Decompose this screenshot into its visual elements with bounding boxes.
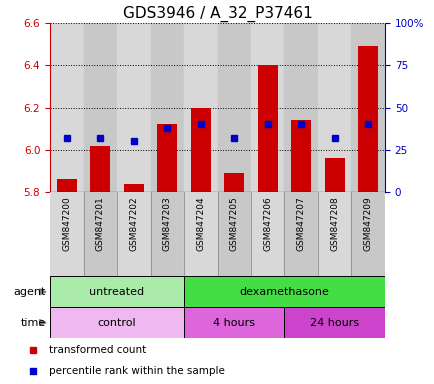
Bar	[184, 307, 284, 338]
Text: 4 hours: 4 hours	[213, 318, 255, 328]
Bar	[217, 23, 250, 192]
Bar	[90, 146, 110, 192]
Bar	[317, 192, 351, 276]
Bar	[224, 173, 244, 192]
Text: percentile rank within the sample: percentile rank within the sample	[49, 366, 224, 376]
Bar	[317, 23, 351, 192]
Bar	[150, 192, 184, 276]
Bar	[184, 276, 384, 307]
Bar	[351, 23, 384, 192]
Text: dexamethasone: dexamethasone	[239, 287, 329, 297]
Bar	[250, 192, 284, 276]
Bar	[184, 192, 217, 276]
Bar	[83, 23, 117, 192]
Bar	[83, 192, 117, 276]
Text: control: control	[98, 318, 136, 328]
Bar	[257, 65, 277, 192]
Bar	[157, 124, 177, 192]
Bar	[250, 23, 284, 192]
Text: transformed count: transformed count	[49, 345, 146, 355]
Bar	[284, 23, 317, 192]
Bar	[217, 192, 250, 276]
Bar	[123, 184, 144, 192]
Bar	[357, 46, 378, 192]
Text: GSM847207: GSM847207	[296, 196, 305, 251]
Text: GSM847209: GSM847209	[363, 196, 372, 251]
Bar	[50, 23, 83, 192]
Bar	[50, 276, 184, 307]
Bar	[284, 192, 317, 276]
Text: GSM847206: GSM847206	[263, 196, 272, 251]
Text: GSM847202: GSM847202	[129, 196, 138, 251]
Text: GSM847201: GSM847201	[95, 196, 105, 251]
Text: GSM847204: GSM847204	[196, 196, 205, 251]
Bar	[50, 307, 184, 338]
Bar	[351, 192, 384, 276]
Bar	[117, 23, 150, 192]
Bar	[50, 192, 83, 276]
Bar	[290, 120, 311, 192]
Bar	[150, 23, 184, 192]
Text: time: time	[20, 318, 46, 328]
Text: agent: agent	[13, 287, 46, 297]
Title: GDS3946 / A_32_P37461: GDS3946 / A_32_P37461	[122, 5, 312, 22]
Bar	[190, 108, 210, 192]
Bar	[324, 158, 344, 192]
Text: GSM847208: GSM847208	[329, 196, 339, 251]
Text: GSM847205: GSM847205	[229, 196, 238, 251]
Text: 24 hours: 24 hours	[309, 318, 358, 328]
Bar	[184, 23, 217, 192]
Text: untreated: untreated	[89, 287, 144, 297]
Bar	[56, 179, 77, 192]
Bar	[284, 307, 384, 338]
Bar	[117, 192, 150, 276]
Text: GSM847200: GSM847200	[62, 196, 71, 251]
Text: GSM847203: GSM847203	[162, 196, 171, 251]
